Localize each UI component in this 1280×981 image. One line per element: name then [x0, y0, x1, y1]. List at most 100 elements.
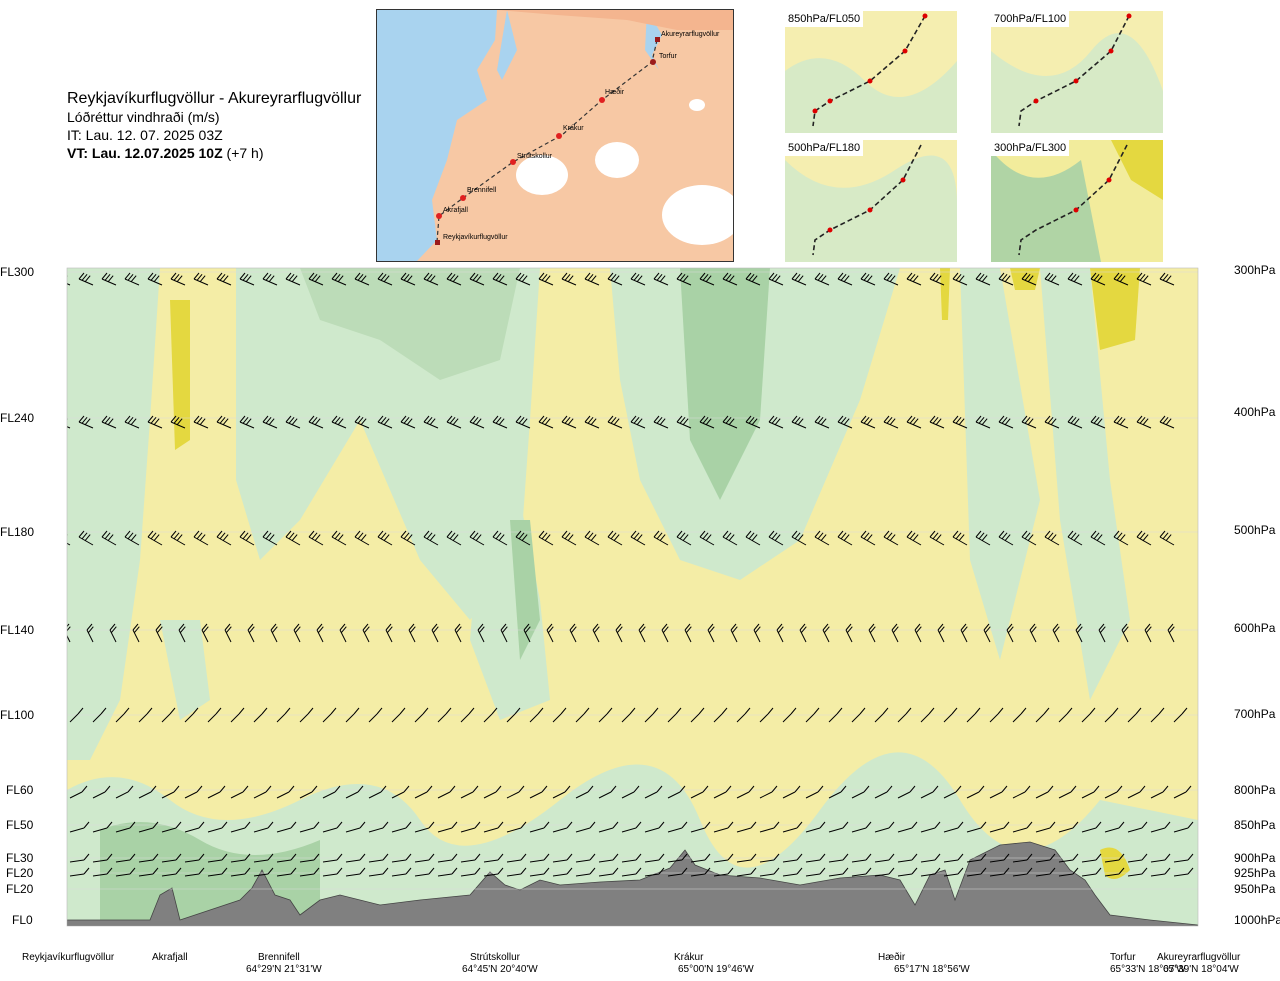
thumb-500[interactable]: 500hPa/FL180 [785, 140, 957, 262]
wind-barb [943, 791, 957, 799]
thumb-850[interactable]: 850hPa/FL050 [785, 11, 957, 133]
wind-barb-tick [270, 623, 277, 631]
wind-barb [506, 873, 522, 877]
wind-barb-tick [630, 530, 637, 538]
wind-barb-tick [538, 272, 545, 280]
wind-barb-tick [1044, 530, 1051, 538]
wind-barb [308, 536, 324, 546]
wind-barb [1173, 873, 1189, 877]
wind-barb-tick [728, 418, 735, 425]
thumb-300[interactable]: 300hPa/FL300 [991, 140, 1163, 262]
wind-barb-tick [153, 275, 160, 282]
wind-barb [989, 859, 1005, 863]
wind-barb-tick [67, 534, 68, 536]
wind-barb [1081, 791, 1095, 799]
wind-barb-tick [219, 532, 226, 540]
wind-barb-tick [267, 853, 274, 861]
wind-barb [630, 278, 646, 286]
wind-barb-tick [543, 853, 550, 861]
wind-barb [391, 859, 407, 863]
wind-barb [124, 536, 140, 546]
wind-barb-tick [523, 623, 530, 631]
wind-barb [368, 713, 378, 723]
wind-barb-tick [566, 867, 573, 875]
wind-barb [1150, 827, 1166, 833]
wind-barb [1029, 629, 1037, 643]
wind-barb-tick [1001, 273, 1008, 281]
wind-barb-tick [777, 626, 784, 633]
wind-barb-tick [77, 707, 84, 715]
fl-label: FL180 [0, 525, 34, 539]
wind-barb-tick [222, 534, 229, 541]
thumb-700-label: 700hPa/FL100 [991, 11, 1070, 27]
wind-barb [676, 278, 692, 286]
wind-barb-tick [1043, 707, 1050, 715]
wind-barb-tick [656, 273, 663, 281]
wind-barb [736, 827, 752, 833]
wind-barb [805, 791, 819, 799]
wind-barb-tick [587, 532, 594, 540]
wind-barb-tick [1159, 530, 1166, 538]
wind-barb-tick [1070, 532, 1077, 540]
wind-barb-tick [796, 867, 803, 875]
wind-barb-tick [840, 532, 847, 540]
wind-barb [331, 421, 347, 429]
map-label-torfur: Torfur [659, 53, 678, 60]
wind-barb-tick [1167, 623, 1174, 631]
wind-barb [92, 859, 108, 863]
wind-barb [828, 873, 844, 877]
wind-barb-tick [311, 273, 318, 281]
wind-barb [308, 278, 324, 286]
wind-barb [515, 278, 531, 286]
wind-barb-tick [906, 530, 913, 538]
wind-barb-tick [383, 275, 390, 282]
wind-barb [253, 827, 269, 833]
wind-barb [437, 791, 451, 799]
route-point-name: Krákur [674, 952, 704, 963]
wind-barb-tick [406, 418, 413, 425]
wind-barb-tick [860, 272, 867, 280]
wind-barb-tick [409, 626, 416, 633]
wind-barb [431, 629, 439, 643]
wind-barb-tick [521, 534, 528, 541]
wind-barb-tick [868, 623, 875, 631]
wind-barb [230, 859, 246, 863]
wind-barb [1136, 536, 1152, 546]
wind-barb-tick [814, 415, 821, 423]
wind-barb [874, 827, 890, 833]
wind-barb [1136, 421, 1152, 429]
thumb-700[interactable]: 700hPa/FL100 [991, 11, 1163, 133]
wind-barb-tick [408, 623, 415, 631]
wind-barb [529, 713, 539, 723]
wind-barb-tick [170, 415, 177, 423]
wind-barb-tick [1116, 273, 1123, 281]
wind-barb-tick [616, 626, 623, 633]
wind-barb-tick [1139, 416, 1146, 424]
wind-barb-tick [377, 415, 384, 423]
wind-barb-tick [819, 867, 826, 875]
right-axis: 300hPa 400hPa 500hPa 600hPa 700hPa 800hP… [1234, 263, 1280, 927]
wind-barb [1150, 873, 1166, 877]
route-map-svg: Akureyrarflugvöllur Torfur Hæðir Krákur … [377, 10, 733, 261]
wind-barb-tick [497, 853, 504, 861]
wind-barb-tick [915, 626, 922, 633]
wind-barb-tick [659, 418, 666, 425]
wind-barb-tick [239, 272, 246, 280]
wind-barb [759, 859, 775, 863]
wind-barb-tick [911, 867, 918, 875]
wind-barb-tick [998, 272, 1005, 280]
wind-barb-tick [820, 418, 827, 425]
wind-barb-tick [216, 272, 223, 280]
wind-barb-tick [774, 275, 781, 282]
wind-barb [155, 629, 163, 643]
wind-barb-tick [422, 707, 429, 715]
wind-barb-tick [1139, 273, 1146, 281]
wind-barb-tick [147, 530, 154, 538]
wind-barb-tick [518, 532, 525, 540]
wind-barb-tick [170, 530, 177, 538]
wind-barb-tick [975, 272, 982, 280]
wind-barb-tick [403, 785, 410, 793]
wind-barb-tick [960, 623, 967, 631]
wind-barb-tick [889, 418, 896, 425]
